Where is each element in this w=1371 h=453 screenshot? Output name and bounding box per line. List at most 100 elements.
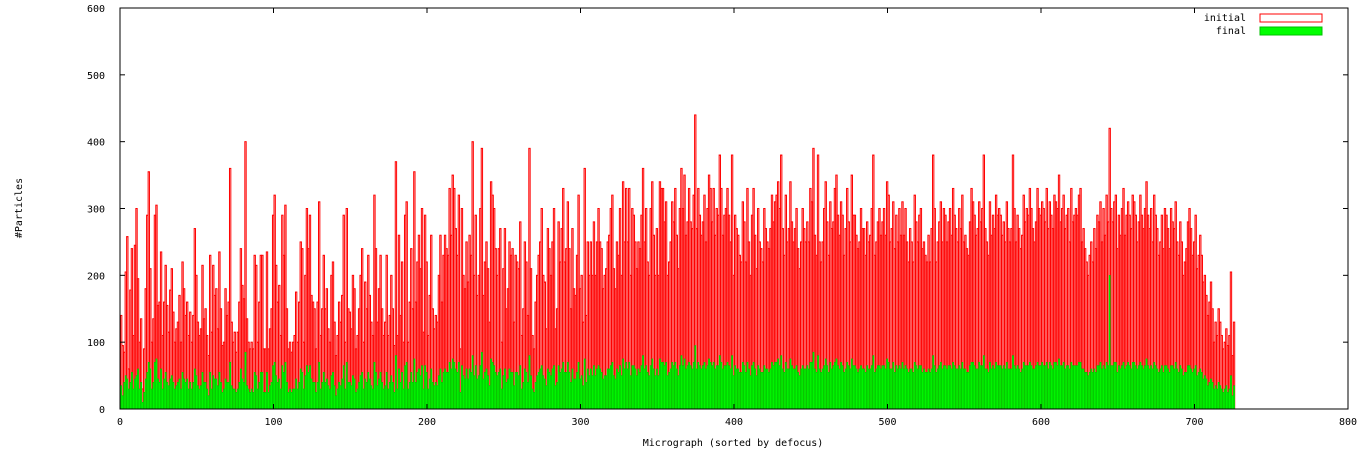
bar-final	[626, 368, 629, 410]
bar-final	[163, 378, 166, 410]
bar-final	[671, 361, 674, 410]
bar-final	[1107, 365, 1110, 410]
bar-final	[1002, 365, 1005, 410]
bar-final	[1170, 365, 1173, 410]
bar-final	[958, 365, 961, 410]
bar-final	[307, 371, 310, 410]
bar-final	[209, 371, 212, 410]
bar-final	[1030, 365, 1033, 410]
bar-final	[243, 382, 245, 410]
bar-final	[804, 368, 807, 410]
bar-final	[818, 368, 821, 410]
bar-final	[519, 365, 522, 410]
bar-final	[985, 368, 988, 410]
bar-final	[508, 368, 511, 410]
bar-final	[921, 371, 924, 410]
bar-final	[1087, 375, 1090, 410]
bar-final	[1094, 371, 1097, 410]
bar-final	[181, 371, 184, 410]
bar-final	[150, 388, 153, 410]
bar-final	[437, 375, 440, 410]
bar-final	[361, 371, 364, 410]
bar-final	[1124, 368, 1126, 410]
bar-final	[953, 365, 956, 410]
bar-final	[1101, 368, 1103, 410]
bar-final	[600, 371, 603, 410]
bar-final	[232, 388, 235, 410]
bar-final	[939, 361, 942, 410]
bar-final	[467, 378, 469, 410]
bar-final	[279, 388, 282, 410]
bar-final	[198, 388, 201, 410]
bar-final	[1024, 365, 1027, 410]
y-tick-label: 500	[87, 71, 105, 82]
bar-final	[926, 371, 928, 410]
bar-final	[616, 368, 618, 410]
bar-final	[342, 365, 345, 410]
bar-final	[809, 361, 812, 410]
bar-final	[570, 382, 572, 410]
bar-final	[471, 355, 474, 410]
bar-final	[651, 358, 654, 410]
bar-final	[368, 378, 371, 410]
bar-final	[645, 365, 648, 410]
bar-final	[551, 368, 554, 410]
bar-final	[893, 371, 896, 410]
bar-final	[697, 361, 700, 410]
bar-final	[352, 375, 354, 410]
bar-final	[657, 375, 660, 410]
bar-final	[715, 365, 718, 410]
bar-final	[302, 388, 305, 410]
bar-final	[390, 375, 393, 410]
bar-final	[1142, 368, 1145, 410]
bar-final	[494, 371, 497, 410]
bar-final	[239, 368, 242, 410]
bar-final	[516, 371, 519, 410]
bar-final	[557, 365, 560, 410]
bar-final	[213, 378, 216, 410]
bar-final	[1036, 361, 1039, 410]
bar-final	[180, 388, 182, 410]
bar-final	[717, 365, 720, 410]
bar-final	[546, 368, 549, 410]
bar-final	[927, 368, 930, 410]
bar-final	[207, 395, 210, 410]
bar-final	[1179, 365, 1182, 410]
bar-final	[298, 382, 301, 410]
bar-final	[258, 382, 261, 410]
bar-final	[210, 388, 213, 410]
bar-final	[1188, 365, 1191, 410]
bar-final	[502, 375, 505, 410]
bar-final	[430, 368, 433, 410]
bar-final	[1067, 365, 1070, 410]
bar-final	[1230, 375, 1232, 410]
bar-final	[623, 368, 626, 410]
bar-final	[1225, 385, 1228, 410]
bar-final	[550, 375, 552, 410]
bar-final	[959, 368, 962, 410]
bar-final	[820, 371, 823, 410]
bar-final	[229, 361, 232, 410]
bar-final	[998, 365, 1001, 410]
bar-final	[952, 361, 955, 410]
bar-final	[565, 371, 568, 410]
bar-final	[1233, 385, 1235, 410]
bar-final	[682, 365, 684, 410]
bar-final	[421, 365, 423, 410]
bar-final	[1056, 365, 1059, 410]
x-tick-label: 100	[264, 417, 282, 428]
bar-final	[798, 375, 801, 410]
bar-final	[1013, 365, 1016, 410]
bar-final	[135, 375, 138, 410]
bar-final	[593, 365, 595, 410]
bar-final	[1061, 365, 1064, 410]
bar-final	[370, 385, 373, 410]
bar-final	[764, 368, 767, 410]
bar-final	[655, 368, 658, 410]
bar-final	[1022, 361, 1025, 410]
bar-final	[698, 365, 701, 410]
bar-final	[255, 375, 258, 410]
y-tick-label: 100	[87, 338, 105, 349]
bar-final	[247, 388, 250, 410]
bar-final	[680, 355, 683, 410]
